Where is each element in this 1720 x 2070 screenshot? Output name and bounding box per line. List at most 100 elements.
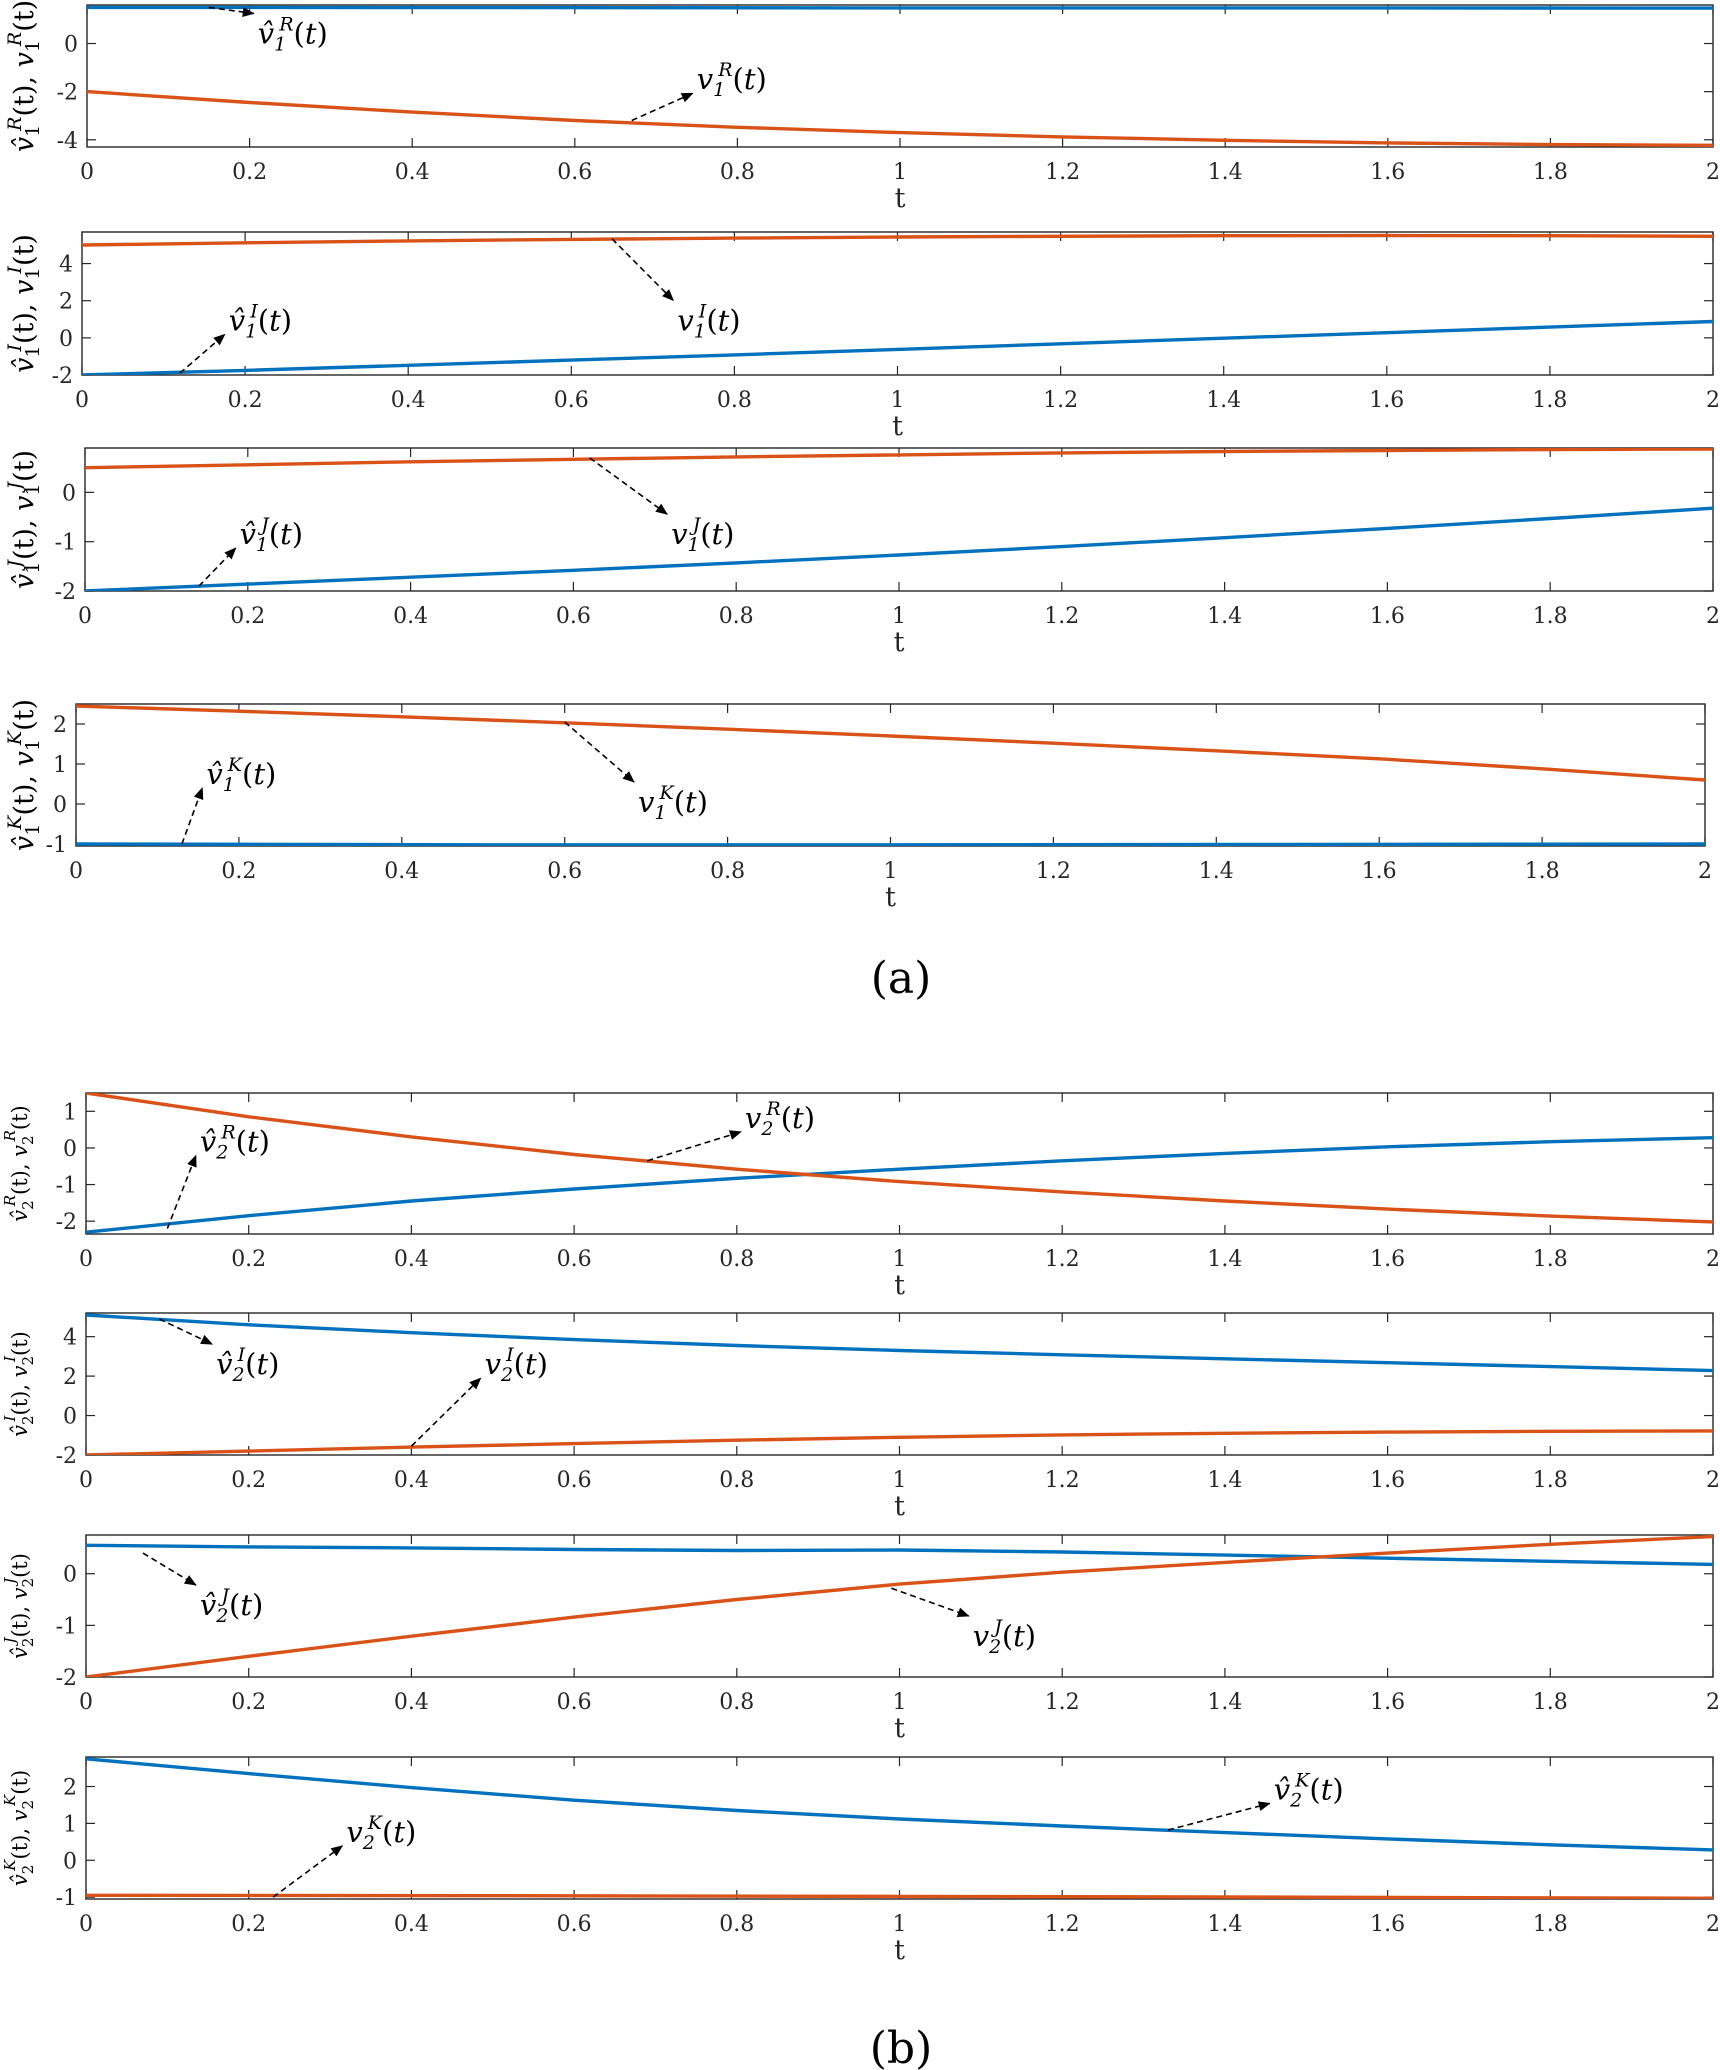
x-tick-label: 0.2 xyxy=(231,1912,266,1937)
x-tick-label: 0.2 xyxy=(232,160,267,185)
subplot-8: 0 0.2 0.4 0.6 0.8 1 1.2 1.4 1.6 1.8 2-1012tv̂2K(t)… xyxy=(1,1756,1720,1966)
x-tick-label: 0.8 xyxy=(719,1912,754,1937)
y-tick-label: 1 xyxy=(53,753,67,778)
x-axis-label: t xyxy=(894,627,905,658)
x-tick-label: 1 xyxy=(892,604,906,629)
x-tick-label: 1.4 xyxy=(1207,604,1242,629)
axes-box xyxy=(85,1312,1714,1456)
x-tick-label: 0.2 xyxy=(230,604,265,629)
x-tick-label: 2 xyxy=(1706,1247,1720,1272)
estimate-annotation-label: v̂2J(t) xyxy=(200,1585,263,1627)
x-tick-label: 0.2 xyxy=(231,1690,266,1715)
y-tick-label: 0 xyxy=(64,33,78,58)
x-tick-label: 2 xyxy=(1706,604,1720,629)
x-tick-label: 1.4 xyxy=(1199,859,1234,884)
subplot-5: 0 0.2 0.4 0.6 0.8 1 1.2 1.4 1.6 1.8 2-2-101tv̂2R(t… xyxy=(1,1092,1720,1301)
x-tick-label: 0 xyxy=(78,604,92,629)
x-tick-label: 1.2 xyxy=(1043,388,1078,413)
x-tick-label: 1.4 xyxy=(1207,1690,1242,1715)
series-line-true xyxy=(87,89,1713,147)
axes-box xyxy=(75,703,1706,847)
x-tick-label: 0.6 xyxy=(554,388,589,413)
y-tick-label: -1 xyxy=(56,1886,77,1911)
x-tick-label: 0.8 xyxy=(717,388,752,413)
y-tick-label: -2 xyxy=(57,81,78,106)
y-tick-label: 2 xyxy=(63,1365,77,1390)
subplot-1: 0 0.2 0.4 0.6 0.8 1 1.2 1.4 1.6 1.8 2 -4 -2 0 t v̂1R(t)… xyxy=(4,0,1720,214)
annotation-arrow xyxy=(611,238,675,302)
x-tick-label: 0.4 xyxy=(393,604,428,629)
y-tick-label: 2 xyxy=(59,290,73,315)
true-annotation-label: v2J(t) xyxy=(973,1616,1036,1658)
y-tick-label: 0 xyxy=(63,1563,77,1588)
true-annotation-label: v2I(t) xyxy=(485,1344,548,1386)
x-tick-label: 0 xyxy=(79,1468,93,1493)
x-tick-label: 1.6 xyxy=(1369,388,1404,413)
x-tick-label: 0.8 xyxy=(720,160,755,185)
x-tick-label: 1.8 xyxy=(1533,604,1568,629)
x-tick-label: 0.8 xyxy=(719,1247,754,1272)
y-axis-label: v̂1K(t), v1K(t) xyxy=(4,699,44,851)
x-tick-label: 0.4 xyxy=(395,160,430,185)
x-tick-label: 0.4 xyxy=(394,1468,429,1493)
y-axis-label: v̂2I(t), v2I(t) xyxy=(1,1331,37,1437)
estimate-annotation-label: v̂2I(t) xyxy=(216,1344,279,1386)
y-tick-label: -1 xyxy=(56,1614,77,1639)
series-line-estimate xyxy=(86,1543,1713,1567)
x-tick-label: 1.4 xyxy=(1207,1912,1242,1937)
series-line-estimate xyxy=(82,319,1713,375)
annotation-arrow xyxy=(589,457,668,515)
x-tick-label: 0.2 xyxy=(231,1468,266,1493)
x-tick-label: 0.4 xyxy=(394,1690,429,1715)
x-axis-label: t xyxy=(892,411,903,442)
x-tick-label: 1.8 xyxy=(1533,160,1568,185)
x-tick-label: 1.8 xyxy=(1525,859,1560,884)
series-line-estimate xyxy=(86,1757,1713,1852)
x-tick-label: 1 xyxy=(893,1912,907,1937)
x-tick-label: 1.6 xyxy=(1370,1468,1405,1493)
series-line-true xyxy=(86,1093,1713,1224)
true-annotation-label: v1R(t) xyxy=(697,59,767,101)
x-tick-label: 0.2 xyxy=(228,388,263,413)
x-tick-label: 1.2 xyxy=(1036,859,1071,884)
y-axis-label: v̂2R(t), v2R(t) xyxy=(1,1105,37,1221)
x-tick-label: 0.6 xyxy=(557,1912,592,1937)
y-tick-label: -4 xyxy=(57,129,78,154)
y-tick-label: 0 xyxy=(63,1405,77,1430)
y-tick-label: 0 xyxy=(53,793,67,818)
x-tick-label: 1 xyxy=(893,1247,907,1272)
axes-box xyxy=(81,231,1714,376)
annotation-arrow xyxy=(631,92,694,122)
y-tick-label: -1 xyxy=(56,1174,77,1199)
estimate-annotation-label: v̂1J(t) xyxy=(240,514,303,556)
y-tick-label: 0 xyxy=(62,481,76,506)
y-tick-label: -1 xyxy=(55,531,76,556)
series-line-estimate xyxy=(86,1313,1713,1373)
x-tick-label: 1.2 xyxy=(1044,604,1079,629)
x-tick-label: 1.8 xyxy=(1533,1690,1568,1715)
true-annotation-label: v2K(t) xyxy=(346,1812,416,1854)
series-line-estimate xyxy=(87,5,1713,10)
y-tick-label: 4 xyxy=(59,253,73,278)
x-tick-label: 1.2 xyxy=(1045,1247,1080,1272)
subplot-7: 0 0.2 0.4 0.6 0.8 1 1.2 1.4 1.6 1.8 2 -2 -1 0 t v̂2J(t)… xyxy=(1,1534,1720,1744)
series-line-true xyxy=(86,1535,1713,1677)
x-axis-label: t xyxy=(894,1713,905,1744)
y-tick-label: 1 xyxy=(63,1100,77,1125)
true-annotation-label: v1K(t) xyxy=(638,782,708,824)
axes-box xyxy=(84,447,1714,592)
y-tick-label: 0 xyxy=(63,1849,77,1874)
y-tick-label: 1 xyxy=(63,1812,77,1837)
y-tick-label: 2 xyxy=(53,713,67,738)
x-tick-label: 0 xyxy=(80,160,94,185)
x-tick-label: 0.6 xyxy=(557,1690,592,1715)
x-axis-label: t xyxy=(894,1491,905,1522)
subplot-6: 0 0.2 0.4 0.6 0.8 1 1.2 1.4 1.6 1.8 2-2024tv̂2I(t)… xyxy=(1,1312,1720,1522)
subplots: 0 0.2 0.4 0.6 0.8 1 1.2 1.4 1.6 1.8 2-4-20tv̂1R(t)… xyxy=(1,0,1720,1966)
x-tick-label: 2 xyxy=(1706,1690,1720,1715)
axes-box xyxy=(86,4,1714,148)
x-tick-label: 1.6 xyxy=(1370,1912,1405,1937)
x-tick-label: 2 xyxy=(1706,1912,1720,1937)
x-tick-label: 1 xyxy=(884,859,898,884)
